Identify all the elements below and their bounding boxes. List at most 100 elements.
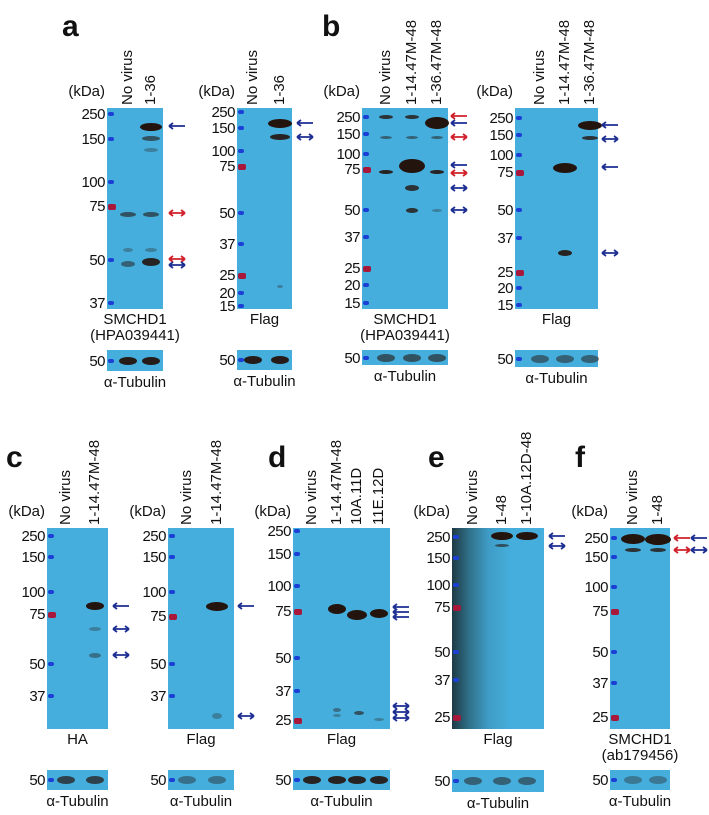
left-arrow-icon [690,534,707,542]
tubulin-label: α-Tubulin [233,373,296,390]
blot-membrane [168,528,234,729]
panel-letter: c [6,441,23,474]
marker-band [516,153,522,157]
kda-label: (kDa) [476,83,513,100]
double-arrow-icon [237,712,255,720]
marker-band [516,208,522,212]
tubulin-band [208,776,226,784]
antibody-label: (HPA039441) [360,327,450,344]
marker-band [238,304,244,308]
marker-band [169,555,175,559]
marker-band [294,584,300,588]
double-arrow-icon [392,708,410,716]
protein-band [558,250,572,256]
marker-label: 37 [434,672,450,689]
tubulin-band [119,356,137,365]
tubulin-band [493,777,511,785]
antibody-label: (HPA039441) [90,327,180,344]
marker-band [238,110,244,114]
lane-label: 1-48 [649,494,666,525]
blot-membrane [237,108,292,309]
marker-band [516,303,522,307]
marker-band [363,355,369,360]
left-arrow-icon [450,161,467,169]
marker-band [238,211,244,215]
lane-label: No virus [624,469,641,525]
blot-membrane [610,528,670,729]
marker-label: 25 [592,709,608,726]
marker-band [294,689,300,693]
tubulin-marker-label: 50 [344,349,360,367]
blot-membrane [452,528,544,729]
marker-label: 250 [489,110,513,127]
tubulin-label: α-Tubulin [103,374,167,391]
marker-label: 75 [150,608,166,625]
marker-label: 50 [434,644,450,661]
panel-letter: e [428,441,445,474]
lane-label: 1-36.47M-48 [581,19,598,105]
marker-band [453,605,461,611]
double-arrow-icon [450,133,468,141]
antibody-label: HA [67,731,88,748]
antibody-label: SMCHD1 [608,731,672,748]
marker-band [516,270,524,276]
protein-band [425,117,449,129]
kda-label: (kDa) [413,503,450,520]
lane-label: No virus [178,469,195,525]
antibody-label: (ab179456) [601,747,679,764]
double-arrow-icon [112,651,130,659]
tubulin-marker-label: 50 [592,772,608,789]
marker-label: 25 [275,712,291,729]
double-arrow-icon [601,249,619,257]
antibody-label: Flag [326,731,357,748]
double-arrow-icon [690,546,708,554]
marker-band [363,301,369,305]
lane-label: No virus [303,469,320,525]
left-arrow-icon [296,119,313,127]
marker-band [611,585,617,589]
left-arrow-icon [601,121,618,129]
left-arrow-icon [673,534,690,542]
tubulin-band [581,354,599,363]
marker-label: 75 [275,603,291,620]
marker-label: 100 [81,174,105,191]
protein-band [374,717,384,721]
marker-label: 37 [150,688,166,705]
marker-label: 75 [434,599,450,616]
marker-label: 150 [142,549,166,566]
marker-band [453,556,459,560]
blot-membrane [47,528,108,729]
double-arrow-icon [112,625,130,633]
tubulin-marker-label: 50 [497,350,513,368]
antibody-label: Flag [541,311,572,328]
kda-label: (kDa) [323,83,360,100]
antibody-label: SMCHD1 [103,311,167,328]
tubulin-band [649,776,667,784]
protein-band [144,148,158,152]
marker-band [611,778,617,782]
protein-band [370,608,388,618]
marker-label: 250 [211,104,235,121]
protein-band [89,627,101,631]
protein-band [431,135,443,139]
tubulin-band [377,353,395,362]
blot-membrane [293,528,390,729]
double-arrow-icon [450,169,468,177]
protein-band [621,534,645,544]
marker-band [48,534,54,538]
protein-band [86,602,104,610]
tubulin-band [348,776,366,784]
antibody-label: Flag [186,731,216,748]
double-arrow-icon [601,135,619,143]
marker-band [516,236,522,240]
marker-label: 20 [344,277,360,294]
marker-band [238,358,244,362]
protein-band [333,708,341,712]
marker-label: 150 [584,549,608,566]
protein-band [491,532,513,540]
marker-band [611,609,619,615]
marker-label: 50 [497,202,513,219]
double-arrow-icon [296,133,314,141]
protein-band [140,123,162,131]
kda-label: (kDa) [68,83,105,100]
